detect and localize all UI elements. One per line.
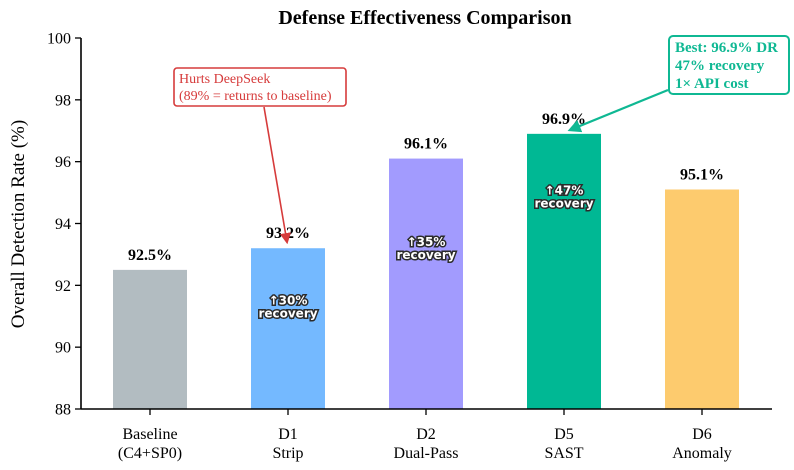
x-tick-label: D2: [416, 426, 436, 443]
bar: [665, 189, 739, 409]
chart-title: Defense Effectiveness Comparison: [278, 7, 571, 29]
annotation-box-red: [173, 67, 347, 107]
recovery-word-label: recovery: [534, 196, 593, 210]
bar-value-label: 93.2%: [266, 225, 310, 242]
x-tick-label: SAST: [544, 445, 583, 462]
annotation-text-green: 47% recovery: [675, 58, 765, 74]
x-tick-label: Baseline: [122, 426, 177, 443]
x-tick-label: Anomaly: [672, 445, 732, 462]
y-tick-label: 92: [55, 278, 71, 295]
bar: [113, 269, 187, 409]
bar: [527, 133, 601, 409]
bar-value-label: 95.1%: [680, 166, 724, 183]
y-tick-label: 100: [47, 31, 71, 48]
bar: [251, 248, 325, 409]
bar: [389, 158, 463, 409]
recovery-percent-label: ↑47%: [545, 183, 584, 197]
recovery-percent-label: ↑35%: [407, 235, 446, 249]
x-tick-label: D1: [278, 426, 298, 443]
x-tick-label: (C4+SP0): [118, 445, 182, 462]
x-tick-label: D6: [692, 426, 712, 443]
annotation-arrow-green: [567, 88, 669, 133]
y-tick-label: 96: [55, 154, 71, 171]
bar-value-label: 96.1%: [404, 136, 448, 153]
x-tick-label: D5: [554, 426, 574, 443]
annotation-text-green: 1× API cost: [675, 76, 749, 92]
x-tick-label: Dual-Pass: [394, 445, 459, 462]
annotation-text-red: (89% = returns to baseline): [179, 89, 332, 104]
y-tick-label: 90: [55, 340, 71, 357]
y-axis-label: Overall Detection Rate (%): [8, 120, 29, 328]
y-tick-label: 88: [55, 402, 71, 419]
annotation-text-red: Hurts DeepSeek: [179, 72, 270, 87]
y-tick-label: 98: [55, 92, 71, 109]
y-tick-label: 94: [55, 216, 71, 233]
recovery-percent-label: ↑30%: [269, 294, 308, 308]
bar-value-label: 92.5%: [128, 247, 172, 264]
annotation-arrow-red: [263, 106, 292, 245]
annotation-box-green: [668, 35, 790, 95]
recovery-word-label: recovery: [258, 307, 317, 321]
x-tick-label: Strip: [272, 445, 303, 462]
annotation-text-green: Best: 96.9% DR: [675, 40, 778, 56]
recovery-word-label: recovery: [396, 248, 455, 262]
